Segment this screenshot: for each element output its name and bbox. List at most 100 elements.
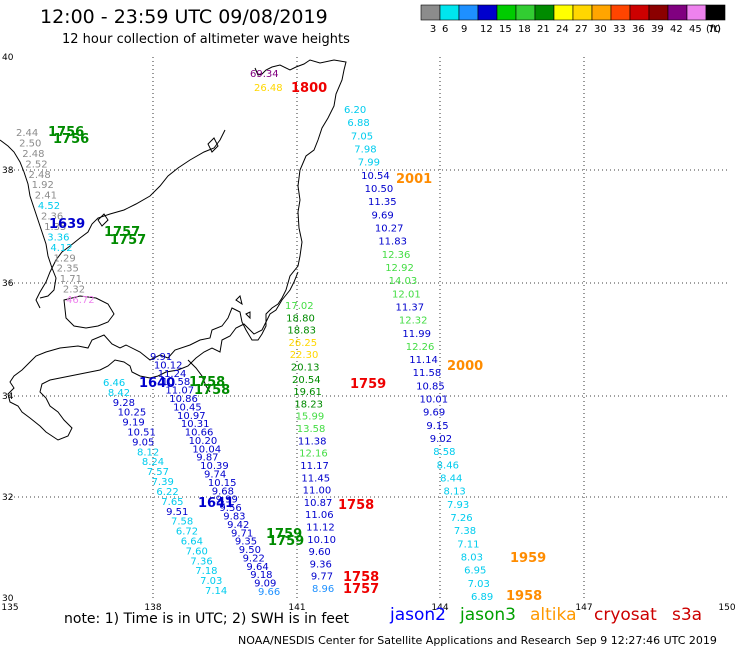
time-label: 1758 [338,498,374,513]
latitude-label: 38 [2,166,14,176]
kii-coast [187,359,211,393]
wave-height-label: 9.50 [239,545,261,556]
wave-height-label: 11.83 [378,237,407,248]
wave-height-label: 1.92 [32,180,54,191]
credit-line: NOAA/NESDIS Center for Satellite Applica… [238,634,572,647]
time-label: 1758 [189,375,225,390]
wave-height-label: 9.05 [132,437,154,448]
wave-height-label: 20.13 [291,363,320,374]
legend-tick-label: 21 [537,24,550,35]
wave-height-label: 19.61 [293,387,322,398]
latitude-label: 36 [2,279,14,289]
wave-height-label: 11.24 [158,369,187,380]
wave-height-label: 7.98 [354,144,376,155]
wave-height-label: 11.45 [301,473,330,484]
wave-height-label: 18.83 [287,326,316,337]
wave-height-label: 10.66 [185,428,214,439]
wave-height-label: 9.02 [430,434,452,445]
legend-tick-label: 3 [430,24,436,35]
legend-altika: altika [530,605,577,625]
map-subtitle: 12 hour collection of altimeter wave hei… [62,32,350,47]
wave-height-label: 10.54 [361,171,390,182]
wave-height-label: 6.88 [347,118,369,129]
observation-labels: 6.20 6.88 7.05 7.98 7.99 10.54 10.50 11.35 9.69 1… [16,69,546,604]
time-label: 2001 [396,172,432,187]
wave-height-label: 9.22 [243,553,265,564]
wave-height-label: 4.52 [38,201,60,212]
legend-tick-label: 12 [480,24,493,35]
wave-height-label: 12.32 [399,316,428,327]
coastline [0,59,347,441]
legend-tick-label: 24 [556,24,569,35]
wave-height-label: 7.03 [200,576,222,587]
wave-height-label: 2.48 [29,170,51,181]
wave-height-label: 9.64 [246,562,268,573]
wave-height-label: 6.95 [464,566,486,577]
time-label: 1639 [49,217,85,232]
wave-height-label: 7.58 [171,517,193,528]
map-title: 12:00 - 23:59 UTC 09/08/2019 [40,6,328,28]
legend-tick-label: 15 [499,24,512,35]
wave-height-label: 11.17 [300,461,329,472]
wave-height-label: 6.46 [103,378,125,389]
wave-height-label: 10.45 [173,402,202,413]
wave-height-label: 10.86 [169,394,198,405]
wave-height-label: 12.26 [406,342,435,353]
wave-height-label: 10.25 [118,408,147,419]
wave-height-label: 12.92 [385,263,414,274]
time-label: 1757 [343,582,379,597]
wave-height-label: 9.91 [150,352,172,363]
wave-height-label: 9.87 [196,453,218,464]
legend-tick-label: 6 [442,24,448,35]
wave-height-label: 7.36 [190,556,212,567]
wave-height-label: 11.00 [303,486,332,497]
wave-height-label: 12.36 [382,250,411,261]
wave-height-label: 14.03 [389,276,418,287]
wave-height-label: 7.11 [457,539,479,550]
wave-height-label: 9.35 [235,537,257,548]
time-label: 1756 [48,125,84,140]
wave-height-label: 1.35 [44,222,66,233]
wave-height-label: 18.23 [294,399,323,410]
wave-height-label: 8.03 [461,553,483,564]
wave-height-label: 11.58 [413,368,442,379]
wave-height-label: 9.69 [423,408,445,419]
longitude-label: 135 [1,603,18,610]
time-label: 1959 [510,551,546,566]
wave-height-label: 6.64 [181,536,203,547]
wave-height-label: 69.34 [250,69,279,80]
wave-height-label: 6.22 [156,487,178,498]
time-label: 1641 [198,496,234,511]
legend-tick-label: 33 [613,24,626,35]
latitude-label: 34 [2,392,14,402]
wave-height-label: 11.14 [409,355,438,366]
wave-height-label: 9.60 [308,547,330,558]
oki-island [97,213,109,227]
wave-height-label: 1.71 [60,274,82,285]
wave-height-label: 26.48 [254,83,283,94]
wave-height-label: 20.54 [292,375,321,386]
wave-height-label: 9.28 [113,398,135,409]
legend-swatch [705,4,726,21]
wave-height-label: 15.99 [296,412,325,423]
wave-height-label: 10.87 [304,498,333,509]
wave-height-label: 7.18 [195,566,217,577]
wave-height-label: 11.37 [395,302,424,313]
time-label: 1757 [104,225,140,240]
legend-tick-label: 9 [461,24,467,35]
generated-timestamp: Sep 9 12:27:46 UTC 2019 [576,634,717,647]
wave-height-label: 9.51 [166,507,188,518]
wave-height-label: 10.27 [375,223,404,234]
wave-height-label: 2.36 [41,212,63,223]
wave-height-label: 7.39 [152,477,174,488]
wave-height-label: 10.31 [181,419,210,430]
wave-height-label: 9.09 [254,579,276,590]
legend-tick-label: 30 [594,24,607,35]
wave-height-label: 7.60 [186,546,208,557]
wave-height-label: 6.89 [471,592,493,603]
wave-height-label: 1.29 [54,253,76,264]
sado-island [207,137,219,153]
time-label: 1759 [350,377,386,392]
